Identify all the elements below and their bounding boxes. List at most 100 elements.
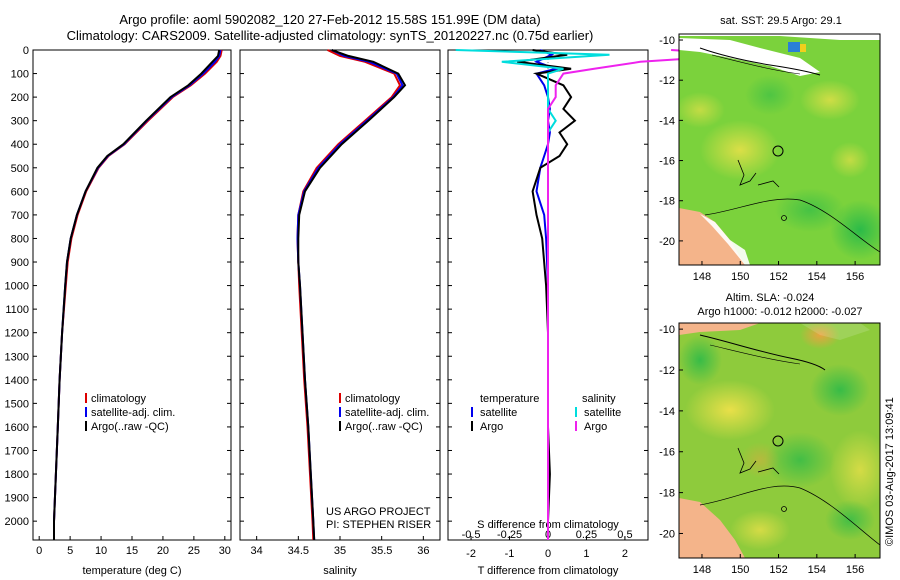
temperature-series-line [53,49,222,540]
depth-tick-label: 1600 [5,422,29,434]
sla-map-lon-tick-label: 152 [769,564,787,576]
salinity-x-tick-label: 35 [334,545,346,557]
temperature-x-tick-label: 30 [219,545,231,557]
sla-map-lat-tick-label: -14 [659,406,675,418]
depth-tick-label: 300 [11,116,29,128]
title-line-2: Climatology: CARS2009. Satellite-adjuste… [66,28,594,43]
depth-tick-label: 500 [11,163,29,175]
sla-map-lat-tick-label: -12 [659,365,675,377]
salinity-x-tick-label: 34 [251,545,263,557]
temperature-x-tick-label: 15 [126,545,138,557]
depth-tick-label: 700 [11,210,29,222]
pi-label: PI: STEPHEN RISER [326,519,432,531]
depth-tick-label: 1800 [5,469,29,481]
sla-map-lat-tick-label: -16 [659,447,675,459]
salinity-legend-label: Argo(..raw -QC) [345,421,423,433]
sst-map-lon-tick-label: 148 [693,271,711,283]
sst-map-lat-tick-label: -12 [659,75,675,87]
sst-map-title: sat. SST: 29.5 Argo: 29.1 [720,15,842,27]
depth-tick-label: 600 [11,186,29,198]
difference-plot: -2 -1 0 1 2-0.5 -0.25 0 0.25 0.5S difference fro… [448,49,749,577]
diff-legend-label: satellite [584,407,621,419]
salinity-x-tick-label: 35.5 [371,545,392,557]
diff-legend-header-temperature: temperature [480,393,539,405]
sla-map-lon-tick-label: 148 [693,564,711,576]
depth-tick-label: 200 [11,92,29,104]
temperature-series-line [53,49,221,540]
depth-tick-label: 1500 [5,398,29,410]
sst-map-lon-tick-label: 154 [808,271,826,283]
salinity-legend-label: satellite-adj. clim. [345,407,429,419]
depth-tick-label: 100 [11,69,29,81]
salinity-series-line [296,49,402,541]
salinity-legend-label: climatology [345,393,401,405]
sla-map-lat-tick-label: -20 [659,528,675,540]
temperature-x-tick-label: 20 [157,545,169,557]
temperature-legend-label: Argo(..raw -QC) [91,421,169,433]
salinity-x-tick-label: 36 [417,545,429,557]
temperature-x-axis-label: temperature (deg C) [82,565,181,577]
salinity-plot-frame [239,49,441,541]
sla-map [678,322,881,559]
sst-map-lon-tick-label: 150 [731,271,749,283]
t-diff-x-tick-label: 0 [545,548,551,560]
depth-tick-label: 400 [11,139,29,151]
depth-tick-label: 1900 [5,493,29,505]
sst-map-lon-tick-label: 156 [846,271,864,283]
s-diff-x-tick-label: 0.25 [576,529,597,541]
sst-map-lat-tick-label: -20 [659,236,675,248]
sla-map-title-1: Altim. SLA: -0.024 [725,292,815,304]
diff-legend-header-salinity: salinity [582,393,616,405]
credit-label: US ARGO PROJECT [326,506,431,518]
depth-tick-label: 900 [11,257,29,269]
t-diff-x-tick-label: 2 [622,548,628,560]
depth-tick-label: 2000 [5,516,29,528]
sst-map-lat-tick-label: -10 [659,35,675,47]
salinity-x-tick-label: 34.5 [288,545,309,557]
diff-legend-label: Argo [584,421,607,433]
temperature-legend-label: climatology [91,393,147,405]
t-diff-x-tick-label: -1 [505,548,515,560]
temperature-x-tick-label: 25 [188,545,200,557]
temperature-series-line [53,49,223,540]
t-diff-x-axis-label: T difference from climatology [478,565,619,577]
salinity-x-axis-label: salinity [323,565,357,577]
s-diff-x-tick-label: -0.25 [497,529,522,541]
sla-map-lon-tick-label: 154 [808,564,826,576]
sst-map-lat-tick-label: -14 [659,115,675,127]
temperature-x-tick-label: 5 [67,545,73,557]
salinity-series-line [297,49,407,541]
difference-series-line [547,49,749,540]
temperature-x-tick-label: 0 [36,545,42,557]
difference-series-line [455,49,610,540]
sla-map-lon-tick-label: 156 [846,564,864,576]
temperature-legend-label: satellite-adj. clim. [91,407,175,419]
depth-tick-label: 1700 [5,445,29,457]
t-diff-x-tick-label: -2 [466,548,476,560]
sst-map-lat-tick-label: -18 [659,196,675,208]
depth-tick-label: 1300 [5,351,29,363]
title-line-1: Argo profile: aoml 5902082_120 27-Feb-20… [119,12,541,27]
temperature-plot: 0 5 10 15 20 25 300100200300400500600700800900… [5,45,231,577]
t-diff-x-tick-label: 1 [583,548,589,560]
s-diff-x-tick-label: -0.5 [462,529,481,541]
sst-map-lat-tick-label: -16 [659,156,675,168]
salinity-plot: 34 34.5 35 35.5 36 salinity climatology satelli… [240,49,440,577]
sla-map-lat-tick-label: -18 [659,488,675,500]
s-diff-x-tick-label: 0.5 [617,529,632,541]
salinity-series-line [296,49,404,541]
depth-tick-label: 1000 [5,281,29,293]
depth-tick-label: 800 [11,233,29,245]
depth-tick-label: 1100 [5,304,29,316]
temperature-x-tick-label: 10 [95,545,107,557]
sst-map [678,33,881,266]
difference-series-line [517,49,577,540]
depth-tick-label: 1400 [5,375,29,387]
sst-map-lon-tick-label: 152 [769,271,787,283]
sst-map-axes: 148 150 152 154 156 -10 -12 -14 -16 -18 -20 [659,35,864,283]
sla-map-lat-tick-label: -10 [659,324,675,336]
sla-map-lon-tick-label: 150 [731,564,749,576]
imos-stamp: ©IMOS 03-Aug-2017 13:09:41 [884,397,896,546]
depth-tick-label: 0 [23,45,29,57]
